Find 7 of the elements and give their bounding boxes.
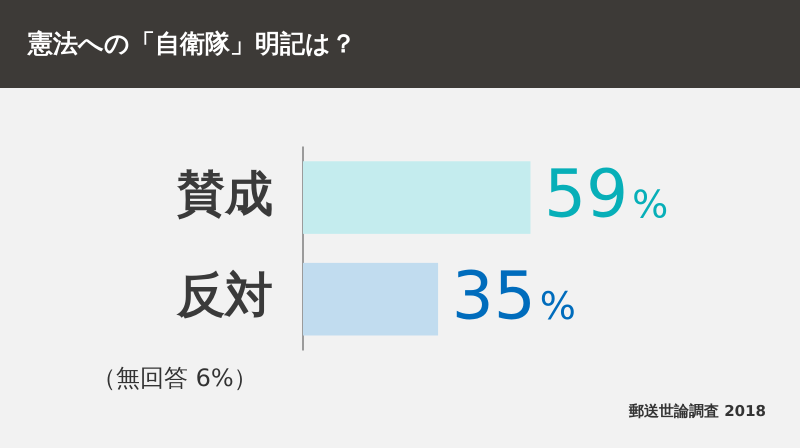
- y-tick-label: 賛成: [176, 166, 273, 222]
- y-tick-label: 反対: [176, 268, 273, 324]
- chart-title: 憲法への「自衛隊」明記は？: [0, 0, 800, 88]
- text: （無回答 6%）: [92, 363, 258, 394]
- data-label: 35%: [452, 257, 576, 334]
- data-label: 59%: [544, 156, 668, 233]
- text: 郵送世論調査 2018: [629, 402, 766, 421]
